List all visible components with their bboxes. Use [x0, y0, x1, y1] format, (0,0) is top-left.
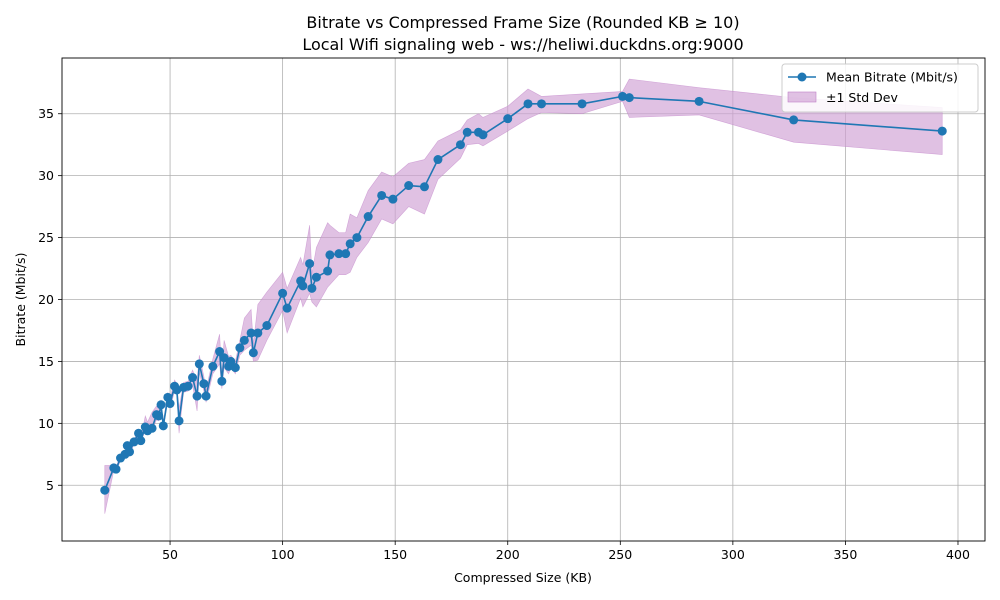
data-point: [404, 181, 414, 191]
data-point: [419, 182, 429, 192]
legend: Mean Bitrate (Mbit/s) ±1 Std Dev: [781, 63, 979, 113]
x-axis-label: Compressed Size (KB): [454, 570, 592, 585]
data-point: [341, 249, 351, 259]
axis-ticks: 50 100 150 200 250 300 350 400 5 10 15 20 25 30 35: [38, 106, 970, 562]
legend-item-mean-bitrate: Mean Bitrate (Mbit/s): [826, 70, 958, 85]
data-point: [307, 283, 317, 293]
y-tick-label: 35: [38, 106, 54, 121]
data-point: [129, 437, 139, 447]
data-point: [537, 99, 547, 109]
data-point: [462, 127, 472, 137]
data-point: [172, 385, 182, 395]
x-tick-label: 250: [608, 547, 632, 562]
data-point: [154, 411, 164, 421]
data-point: [377, 190, 387, 200]
data-point: [215, 347, 225, 357]
data-point: [455, 140, 465, 150]
data-point: [230, 363, 240, 373]
data-point: [136, 436, 146, 446]
data-point: [235, 343, 245, 353]
data-point: [694, 96, 704, 106]
x-tick-label: 400: [946, 547, 970, 562]
y-tick-label: 25: [38, 230, 54, 245]
data-point: [278, 288, 288, 298]
data-point: [253, 328, 263, 338]
y-tick-label: 30: [38, 168, 54, 183]
data-point: [345, 239, 355, 249]
data-point: [282, 303, 292, 313]
data-point: [298, 281, 308, 291]
data-point: [523, 99, 533, 109]
data-point: [201, 391, 211, 401]
legend-item-std-dev: ±1 Std Dev: [826, 90, 898, 105]
data-point: [194, 359, 204, 369]
x-tick-label: 300: [721, 547, 745, 562]
data-point: [199, 379, 209, 389]
data-point: [618, 91, 628, 101]
data-point: [334, 249, 344, 259]
data-point: [111, 464, 121, 474]
y-axis-label: Bitrate (Mbit/s): [13, 253, 28, 347]
x-tick-label: 350: [833, 547, 857, 562]
data-point: [100, 485, 110, 495]
data-point: [478, 130, 488, 140]
legend-marker-swatch: [797, 72, 807, 82]
data-point: [246, 328, 256, 338]
data-point: [219, 353, 229, 363]
chart-title: Bitrate vs Compressed Frame Size (Rounde…: [306, 13, 739, 32]
data-point: [165, 399, 175, 409]
data-point: [208, 361, 218, 371]
data-point: [937, 126, 947, 136]
data-point: [248, 348, 258, 358]
data-point: [226, 356, 236, 366]
data-point: [789, 115, 799, 125]
y-tick-label: 10: [38, 416, 54, 431]
data-point: [192, 391, 202, 401]
legend-box: [781, 63, 979, 113]
data-point: [262, 321, 272, 331]
data-point: [239, 335, 249, 345]
data-point: [624, 93, 634, 103]
x-tick-label: 200: [496, 547, 520, 562]
y-tick-label: 5: [46, 478, 54, 493]
data-point: [156, 400, 166, 410]
data-point: [183, 381, 193, 391]
data-point: [323, 266, 333, 276]
data-point: [147, 423, 157, 433]
y-tick-label: 20: [38, 292, 54, 307]
mean-bitrate-series: [100, 91, 947, 495]
data-point: [188, 373, 198, 383]
data-point: [311, 272, 321, 282]
data-point: [503, 114, 513, 124]
data-point: [577, 99, 587, 109]
data-point: [388, 194, 398, 204]
data-point: [174, 416, 184, 426]
data-point: [217, 376, 227, 386]
data-point: [134, 428, 144, 438]
data-point: [125, 447, 135, 457]
data-point: [305, 259, 315, 269]
data-point: [352, 233, 362, 243]
x-tick-label: 50: [162, 547, 178, 562]
x-tick-label: 150: [383, 547, 407, 562]
data-point: [158, 421, 168, 431]
y-tick-label: 15: [38, 354, 54, 369]
x-tick-label: 100: [271, 547, 295, 562]
data-point: [363, 212, 373, 222]
legend-band-swatch: [787, 91, 817, 103]
chart-subtitle: Local Wifi signaling web - ws://heliwi.d…: [302, 35, 743, 54]
data-point: [433, 155, 443, 165]
data-point: [325, 250, 335, 260]
